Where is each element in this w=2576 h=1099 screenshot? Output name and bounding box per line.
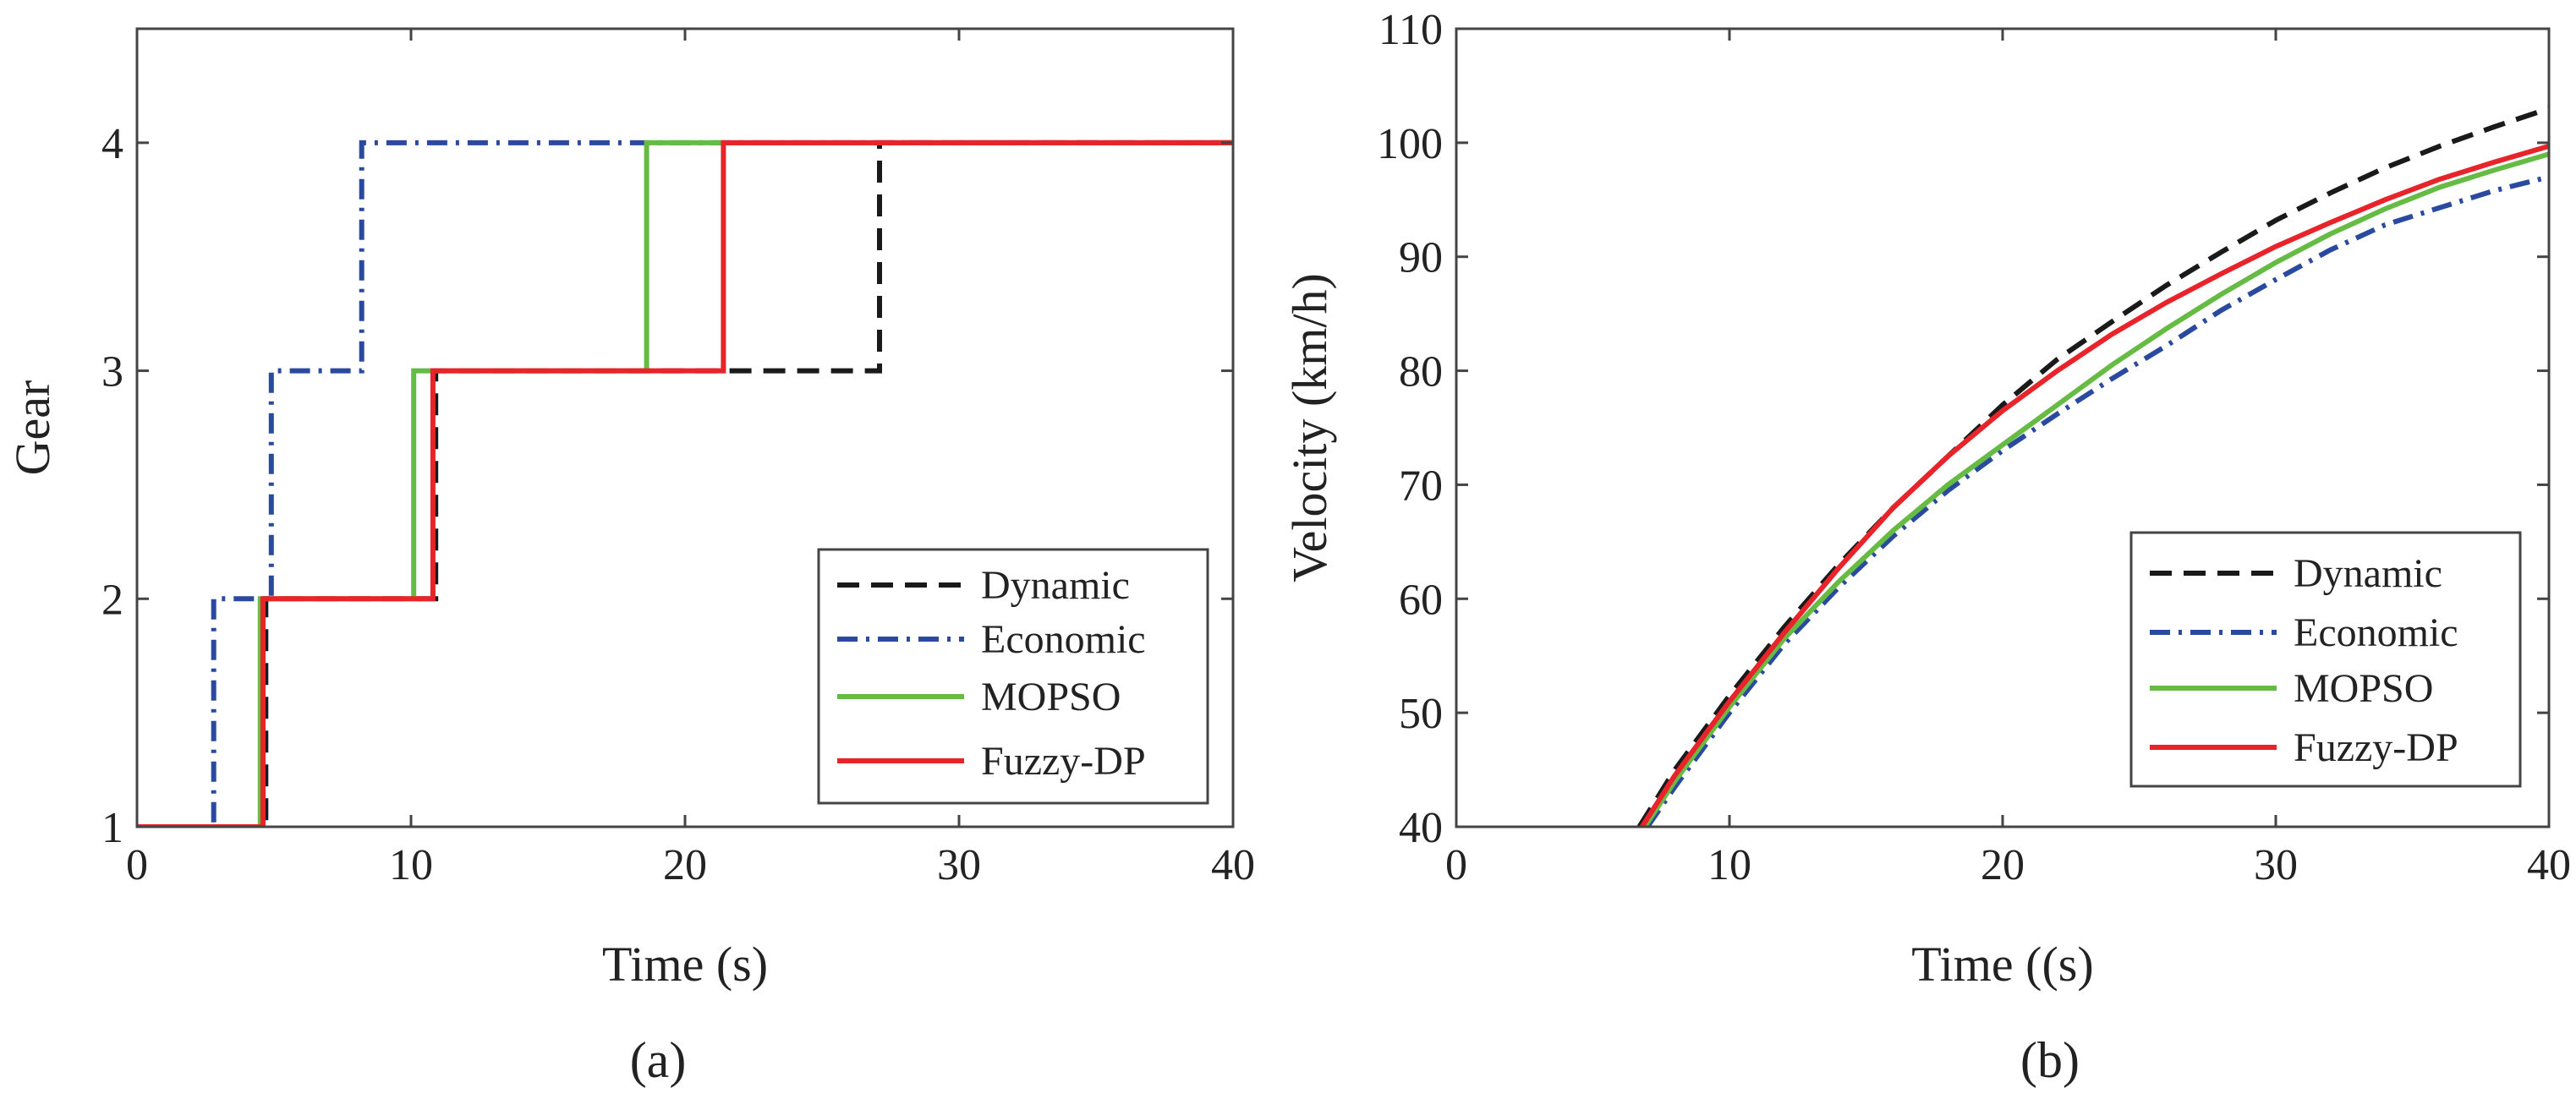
panel-a-x-tick-label: 10 <box>389 841 433 889</box>
panel-b-x-tick-label: 20 <box>1981 841 2025 889</box>
panel-a-x-tick-label: 30 <box>937 841 981 889</box>
panel-a-series-group <box>137 139 1233 827</box>
panel-b-y-tick-label: 100 <box>1377 120 1443 168</box>
panel-a-legend-label-mopso: MOPSO <box>981 675 1121 719</box>
panel-b-x-tick-label: 0 <box>1445 841 1467 889</box>
panel-b-legend: Dynamic Economic MOPSO Fuzzy-DP <box>2129 531 2522 788</box>
panel-b-legend-label-fuzzy-dp: Fuzzy-DP <box>2294 725 2458 770</box>
panel-a-series-fuzzy-dp <box>137 139 1233 827</box>
panel-b-velocity-chart: 0 10 20 30 40 40 50 60 70 80 90 100 110 Time ((s) Ve… <box>1282 6 2571 1088</box>
panel-a-label: (a) <box>630 1032 687 1088</box>
panel-a-legend: Dynamic Economic MOPSO Fuzzy-DP <box>817 548 1209 805</box>
panel-b-label: (b) <box>2020 1032 2080 1088</box>
panel-a-x-tick-label: 40 <box>1211 841 1255 889</box>
panel-a-legend-label-economic: Economic <box>981 617 1146 662</box>
panel-b-legend-label-economic: Economic <box>2294 610 2458 655</box>
panel-b-y-tick-label: 90 <box>1399 234 1443 282</box>
panel-b-y-tick-label: 50 <box>1399 690 1443 738</box>
panel-b-y-tick-label: 60 <box>1399 576 1443 624</box>
panel-b-ticks: 0 10 20 30 40 40 50 60 70 80 90 100 110 <box>1377 6 2571 889</box>
panel-b-series-dynamic <box>1636 106 2549 827</box>
panel-b-series-group <box>1636 106 2549 827</box>
panel-a-y-tick-label: 4 <box>101 120 123 168</box>
panel-b-y-tick-label: 40 <box>1399 804 1443 852</box>
panel-a-series-economic <box>137 139 1233 827</box>
panel-a-gear-chart: 0 10 20 30 40 1 2 3 4 Time (s) Gear Dynamic Econ… <box>5 27 1255 1088</box>
panel-b-x-tick-label: 40 <box>2527 841 2571 889</box>
panel-b-legend-label-dynamic: Dynamic <box>2294 551 2442 596</box>
panel-a-legend-label-dynamic: Dynamic <box>981 563 1130 608</box>
panel-a-y-axis-label: Gear <box>5 380 60 476</box>
panel-a-y-tick-label: 2 <box>101 576 123 624</box>
panel-a-ticks: 0 10 20 30 40 1 2 3 4 <box>101 29 1255 889</box>
panel-b-series-economic <box>1645 174 2549 827</box>
panel-b-y-tick-label: 70 <box>1399 462 1443 510</box>
panel-b-y-tick-label: 80 <box>1399 348 1443 396</box>
panel-a-y-tick-label: 3 <box>101 348 123 396</box>
panel-a-legend-label-fuzzy-dp: Fuzzy-DP <box>981 739 1146 784</box>
panel-a-x-axis-label: Time (s) <box>602 937 768 992</box>
panel-a-x-tick-label: 20 <box>663 841 707 889</box>
panel-b-y-tick-label: 110 <box>1378 6 1443 54</box>
panel-b-series-fuzzy-dp <box>1640 144 2549 827</box>
panel-b-series-mopso <box>1642 151 2549 827</box>
panel-b-y-axis-label: Velocity (km/h) <box>1282 273 1337 582</box>
panel-a-y-tick-label: 1 <box>101 804 123 852</box>
panel-a-series-mopso <box>137 139 1233 827</box>
panel-b-legend-label-mopso: MOPSO <box>2294 666 2433 711</box>
panel-a-x-tick-label: 0 <box>126 841 148 889</box>
panel-b-x-tick-label: 30 <box>2254 841 2298 889</box>
panel-b-x-axis-label: Time ((s) <box>1911 937 2093 992</box>
panel-b-x-tick-label: 10 <box>1707 841 1751 889</box>
panel-a-series-dynamic <box>137 139 1233 827</box>
